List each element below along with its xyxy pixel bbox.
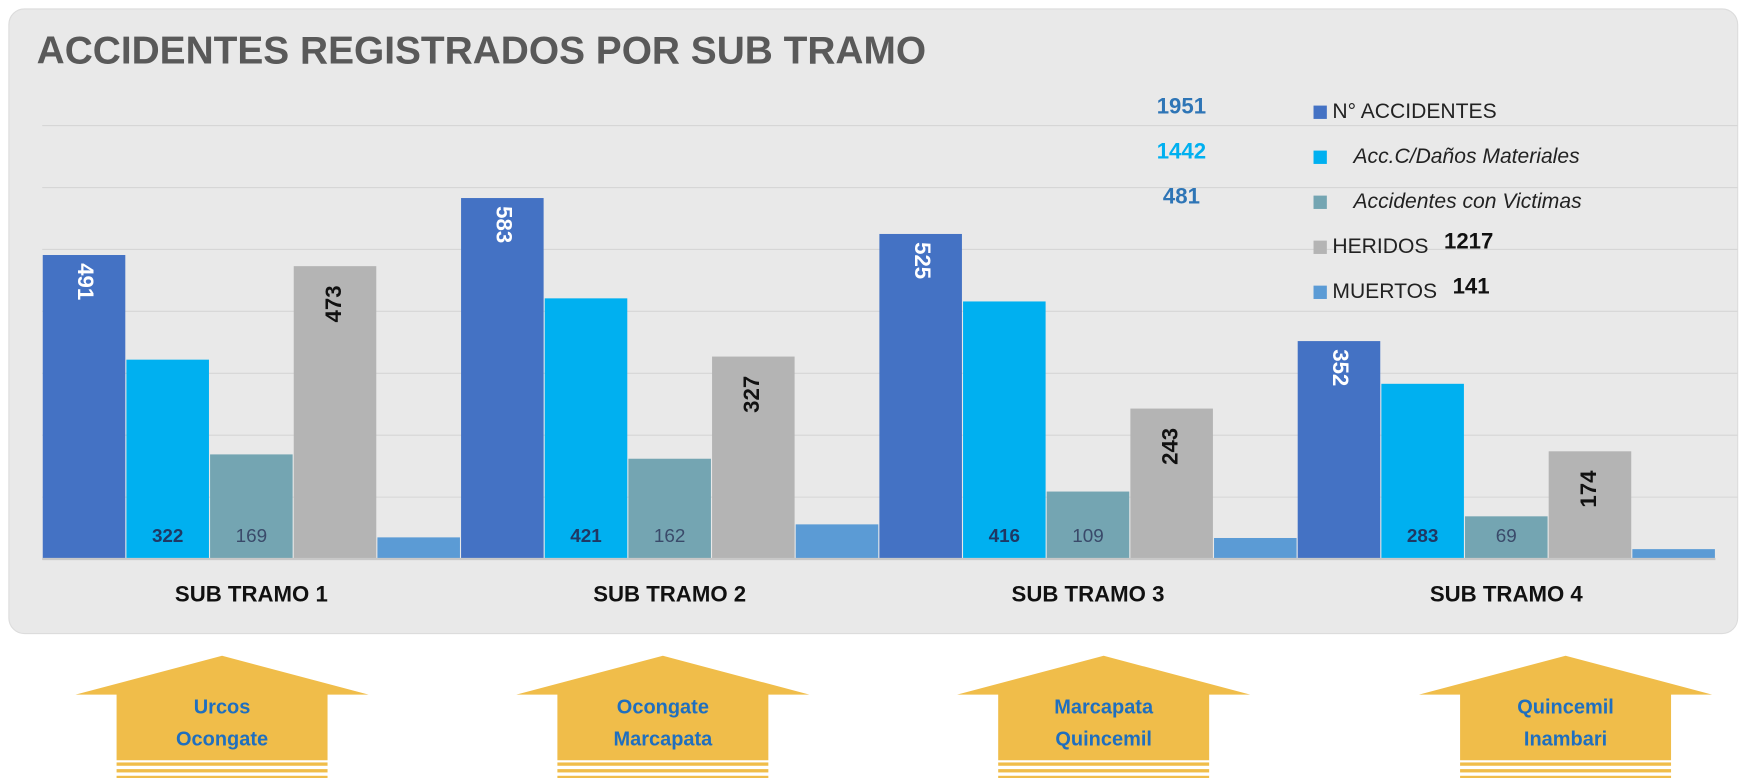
data-label: 416 — [989, 526, 1020, 547]
bar — [795, 524, 879, 560]
bar — [544, 298, 628, 560]
legend-label: Acc.C/Daños Materiales — [1351, 145, 1580, 168]
data-label: 491 — [73, 263, 98, 300]
arrow-label: Urcos — [194, 696, 251, 718]
arrow-label: Quincemil — [1055, 728, 1152, 750]
arrow-stripe — [557, 769, 769, 773]
bar — [1381, 383, 1464, 560]
bar — [377, 537, 460, 560]
bar — [210, 454, 293, 560]
arrow-stripe — [116, 775, 328, 778]
arrow-stripe — [557, 775, 769, 778]
x-tick-label: SUB TRAMO 3 — [1012, 582, 1165, 607]
bar — [1548, 451, 1632, 560]
arrow-label: Inambari — [1524, 728, 1607, 750]
bar — [963, 301, 1046, 560]
data-label: 69 — [1496, 526, 1517, 547]
arrow-stripe — [998, 775, 1210, 778]
chart-title: ACCIDENTES REGISTRADOS POR SUB TRAMO — [37, 30, 926, 73]
bar — [1465, 516, 1548, 560]
bar — [1297, 341, 1381, 560]
arrow — [957, 655, 1251, 761]
legend-total: 141 — [1453, 274, 1490, 299]
legend-label: Accidentes con Victimas — [1351, 190, 1582, 213]
arrow — [75, 655, 369, 761]
legend-total: 481 — [1163, 184, 1200, 209]
arrow-stripe — [998, 769, 1210, 773]
x-tick-label: SUB TRAMO 2 — [593, 582, 746, 607]
data-label: 174 — [1576, 470, 1601, 508]
bar — [879, 233, 962, 560]
bar — [1632, 549, 1715, 560]
bar — [126, 359, 209, 560]
arrow — [516, 655, 810, 761]
arrow-label: Marcapata — [613, 728, 713, 750]
x-tick-label: SUB TRAMO 1 — [175, 582, 328, 607]
legend-label: HERIDOS — [1332, 235, 1428, 258]
arrow-label: Ocongate — [176, 728, 268, 750]
legend-total: 1951 — [1157, 94, 1206, 119]
bar — [712, 356, 795, 560]
data-label: 283 — [1407, 526, 1438, 547]
arrow-stripe — [116, 762, 328, 766]
arrow-stripe — [116, 769, 328, 773]
bar — [1046, 491, 1130, 560]
arrow-label: Quincemil — [1517, 696, 1614, 718]
data-label: 352 — [1328, 349, 1353, 386]
legend-label: MUERTOS — [1332, 280, 1437, 303]
legend-label: N° ACCIDENTES — [1332, 100, 1496, 123]
data-label: 525 — [910, 242, 935, 279]
data-label: 421 — [570, 526, 601, 547]
legend-swatch — [1313, 285, 1327, 299]
data-label: 322 — [152, 526, 183, 547]
data-label: 109 — [1072, 526, 1103, 547]
legend-swatch — [1313, 105, 1327, 119]
legend-total: 1442 — [1157, 139, 1206, 164]
legend-swatch — [1313, 150, 1327, 164]
arrow-stripe — [557, 762, 769, 766]
arrow-label: Marcapata — [1054, 696, 1154, 718]
arrow-label: Ocongate — [617, 696, 709, 718]
data-label: 169 — [236, 526, 267, 547]
arrow-stripe — [1460, 775, 1672, 778]
arrow-stripe — [1460, 762, 1672, 766]
legend-total: 1217 — [1444, 229, 1493, 254]
bar — [1130, 408, 1213, 560]
x-tick-label: SUB TRAMO 4 — [1430, 582, 1584, 607]
bar — [42, 255, 126, 560]
data-label: 583 — [491, 206, 516, 243]
legend-swatch — [1313, 240, 1327, 254]
bar — [628, 458, 711, 560]
data-label: 243 — [1158, 428, 1183, 465]
bar — [461, 198, 544, 560]
arrow — [1419, 655, 1713, 761]
legend-swatch — [1313, 195, 1327, 209]
bar — [293, 266, 377, 560]
data-label: 327 — [739, 376, 764, 413]
arrow-stripe — [1460, 769, 1672, 773]
data-label: 162 — [654, 526, 685, 547]
arrow-stripe — [998, 762, 1210, 766]
bar — [1214, 537, 1297, 560]
data-label: 473 — [321, 285, 346, 322]
